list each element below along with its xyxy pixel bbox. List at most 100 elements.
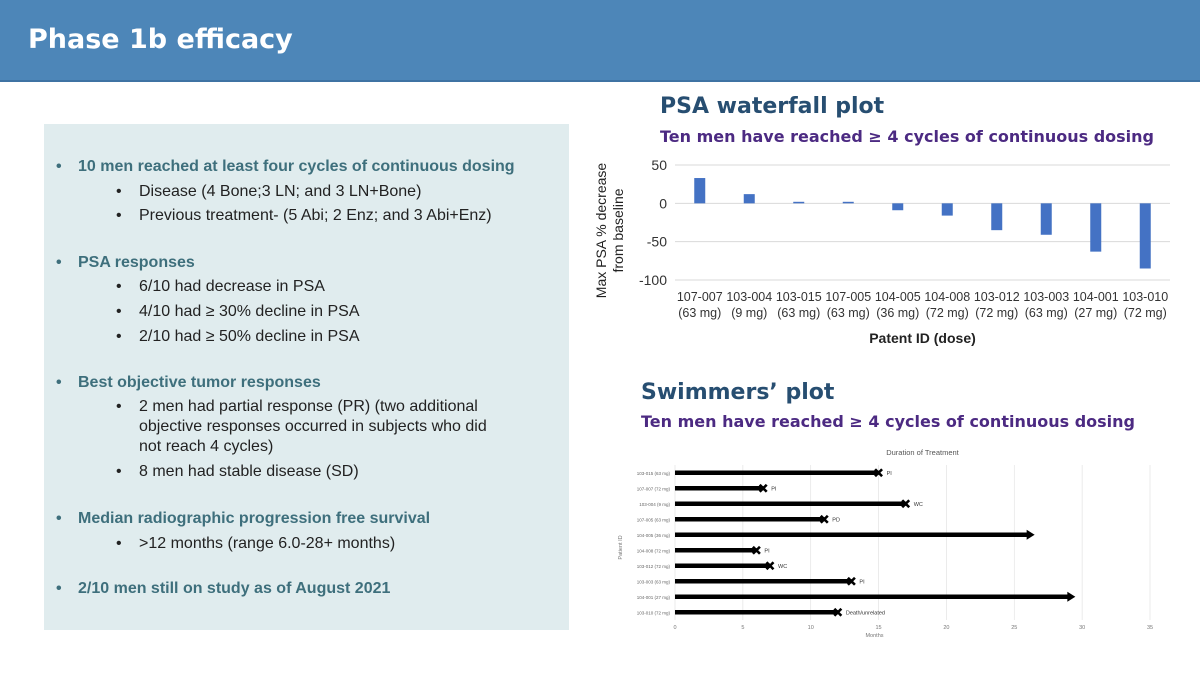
bar — [991, 203, 1003, 231]
bar — [1139, 203, 1151, 269]
x-tick-label: 20 — [943, 625, 949, 631]
x-tick-dose-label: (27 mg) — [1074, 306, 1117, 320]
swimmers-subtitle: Ten men have reached ≥ 4 cycles of conti… — [641, 412, 1135, 431]
x-tick-dose-label: (72 mg) — [1124, 306, 1167, 320]
bar — [1090, 203, 1102, 252]
page-title: Phase 1b efficacy — [28, 24, 293, 55]
bullet-text: PSA responses — [78, 254, 195, 271]
x-tick-dose-label: (9 mg) — [731, 306, 767, 320]
bullet-text: 10 men reached at least four cycles of c… — [78, 158, 515, 175]
end-marker — [758, 483, 768, 493]
y-axis-title-line: Max PSA % decrease — [593, 163, 609, 299]
bullet-dot: • — [56, 374, 62, 391]
bar — [892, 203, 904, 211]
bar — [743, 194, 755, 204]
x-tick-label: 103-010 — [1122, 290, 1168, 304]
bullet-text-line: 2 men had partial response (PR) (two add… — [139, 398, 478, 415]
bullet-panel: • 10 men reached at least four cycles of … — [44, 124, 569, 630]
y-axis-title: Patient ID — [618, 535, 624, 559]
x-tick-label: 10 — [808, 625, 814, 631]
y-tick-label: 0 — [659, 195, 667, 211]
bullet-text: 2/10 men still on study as of August 202… — [78, 580, 391, 597]
bullet-text: Median radiographic progression free sur… — [78, 510, 431, 527]
end-reason-label: PI — [771, 486, 777, 492]
x-tick-label: 35 — [1147, 625, 1153, 631]
bar — [793, 201, 805, 204]
x-tick-dose-label: (63 mg) — [678, 306, 721, 320]
bullet-dot: • — [116, 183, 122, 200]
bullet-text: 6/10 had decrease in PSA — [139, 278, 325, 295]
bullet-text: Previous treatment- (5 Abi; 2 Enz; and 3… — [139, 207, 492, 224]
x-tick-label: 5 — [741, 625, 744, 631]
y-tick-label: 104-008 (72 mg) — [637, 548, 671, 553]
ongoing-arrow — [1067, 591, 1076, 602]
y-tick-label: 103-015 (63 mg) — [637, 471, 671, 476]
end-marker — [752, 545, 761, 555]
x-tick-label: 25 — [1011, 625, 1017, 631]
waterfall-title: PSA waterfall plot — [660, 94, 885, 119]
bullet-text: >12 months (range 6.0-28+ months) — [139, 535, 396, 552]
y-tick-label: 103-012 (72 mg) — [637, 564, 671, 569]
bullet-dot: • — [56, 158, 62, 175]
end-marker — [833, 607, 843, 617]
bar — [694, 178, 706, 204]
bullet-dot: • — [116, 463, 122, 480]
y-tick-label: 103-004 (9 mg) — [639, 502, 670, 507]
x-tick-dose-label: (63 mg) — [1025, 306, 1068, 320]
bullet-dot: • — [116, 278, 122, 295]
y-axis-title-line: from baseline — [610, 188, 626, 272]
bullet-dot: • — [116, 535, 122, 552]
y-tick-label: 50 — [651, 157, 667, 173]
bullet-text: 2/10 had ≥ 50% decline in PSA — [139, 328, 360, 345]
end-reason-label: WC — [778, 564, 787, 570]
end-reason-label: PD — [832, 517, 840, 523]
chart-title: Duration of Treatment — [886, 448, 959, 457]
x-tick-label: 103-012 — [974, 290, 1020, 304]
bullet-text: Disease (4 Bone;3 LN; and 3 LN+Bone) — [139, 183, 422, 200]
end-marker — [819, 514, 829, 524]
x-tick-label: 0 — [673, 625, 676, 631]
x-tick-dose-label: (72 mg) — [975, 306, 1018, 320]
end-marker — [874, 468, 883, 478]
end-marker — [765, 561, 775, 571]
bullet-dot: • — [56, 580, 62, 597]
end-marker — [847, 576, 856, 586]
ongoing-arrow — [1026, 529, 1035, 540]
waterfall-chart: 50 0 -50 -100 107-007 (63 mg) 103-004 (9 mg) 103… — [593, 157, 1170, 346]
bar — [842, 201, 854, 204]
y-tick-label: -50 — [647, 234, 667, 250]
x-tick-label: 104-008 — [924, 290, 970, 304]
end-reason-label: PI — [764, 548, 770, 554]
y-tick-label: -100 — [639, 272, 667, 288]
x-tick-label: 104-001 — [1073, 290, 1119, 304]
end-reason-label: Death/unrelated — [846, 610, 885, 616]
bullet-dot: • — [116, 303, 122, 320]
x-tick-label: 107-007 — [677, 290, 723, 304]
bullet-text-line: objective responses occurred in subjects… — [139, 418, 487, 435]
x-tick-label: 15 — [876, 625, 882, 631]
x-tick-dose-label: (63 mg) — [777, 306, 820, 320]
y-tick-label: 104-001 (27 mg) — [637, 595, 671, 600]
x-tick-label: 103-004 — [726, 290, 772, 304]
swimmers-title: Swimmers’ plot — [641, 380, 835, 405]
y-tick-label: 104-005 (36 mg) — [637, 533, 671, 538]
x-tick-label: 30 — [1079, 625, 1085, 631]
x-tick-label: 104-005 — [875, 290, 921, 304]
y-tick-label: 107-007 (72 mg) — [637, 486, 671, 491]
bullet-dot: • — [116, 398, 122, 415]
title-bar: Phase 1b efficacy — [0, 0, 1200, 82]
bullet-dot: • — [116, 207, 122, 224]
x-tick-dose-label: (72 mg) — [926, 306, 969, 320]
bullet-dot: • — [116, 328, 122, 345]
x-axis-title: Patent ID (dose) — [869, 330, 976, 346]
x-tick-label: 107-005 — [825, 290, 871, 304]
bullet-dot: • — [56, 254, 62, 271]
bar — [941, 203, 953, 216]
bullet-text-line: not reach 4 cycles) — [139, 438, 274, 455]
x-tick-dose-label: (63 mg) — [827, 306, 870, 320]
bullet-text: 4/10 had ≥ 30% decline in PSA — [139, 303, 360, 320]
bar — [1040, 203, 1052, 235]
x-tick-label: 103-003 — [1023, 290, 1069, 304]
y-tick-label: 103-010 (72 mg) — [637, 610, 671, 615]
end-reason-label: PI — [887, 471, 893, 477]
